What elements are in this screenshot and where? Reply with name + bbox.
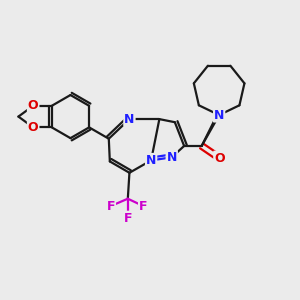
Text: O: O <box>214 152 225 165</box>
Text: N: N <box>167 151 177 164</box>
Text: F: F <box>124 212 132 225</box>
Text: F: F <box>106 200 115 212</box>
Text: N: N <box>214 109 224 122</box>
Text: O: O <box>28 99 38 112</box>
Text: F: F <box>139 200 148 212</box>
Text: O: O <box>28 121 38 134</box>
Text: N: N <box>146 154 156 167</box>
Text: N: N <box>124 112 135 126</box>
